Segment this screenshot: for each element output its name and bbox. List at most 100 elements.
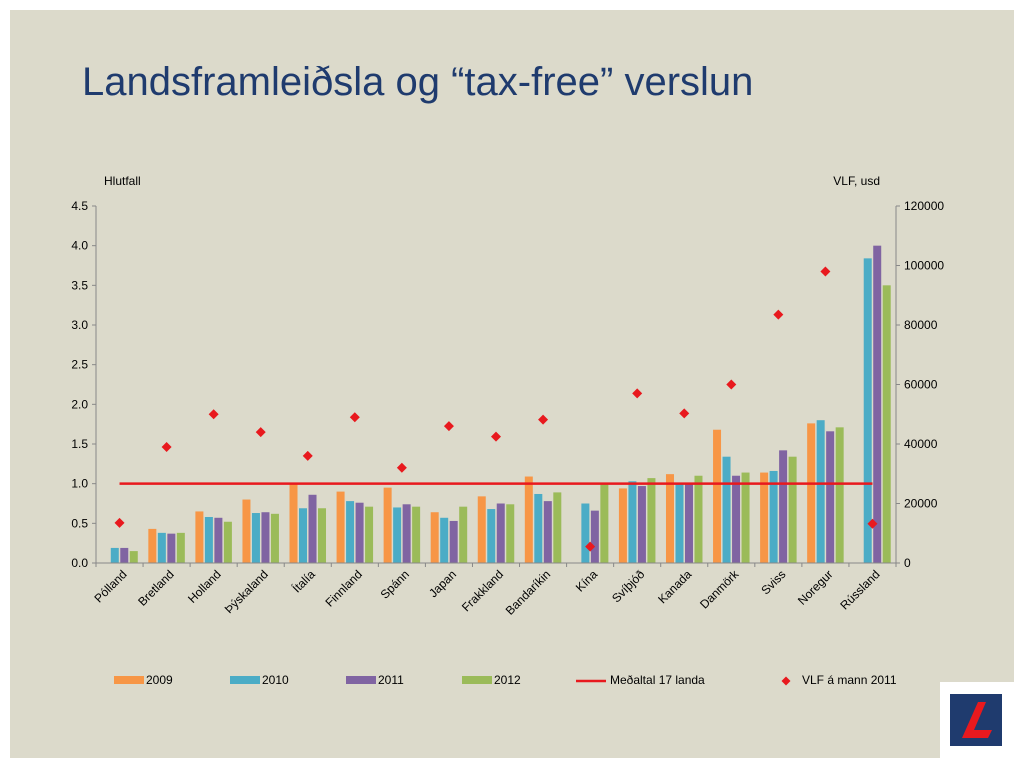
bar-2009 bbox=[477, 496, 486, 563]
category-label: Frakkland bbox=[459, 567, 506, 614]
bar-2011 bbox=[355, 502, 364, 563]
bar-2010 bbox=[251, 513, 260, 563]
bar-2011 bbox=[873, 245, 882, 563]
bar-2011 bbox=[214, 517, 223, 563]
gdp-point bbox=[726, 379, 737, 390]
gdp-point bbox=[538, 414, 549, 425]
logo-icon bbox=[950, 694, 1002, 746]
bar-2009 bbox=[383, 487, 392, 563]
bar-2012 bbox=[741, 472, 750, 563]
y2-tick-label: 100000 bbox=[904, 259, 944, 273]
bank-logo bbox=[940, 682, 1014, 758]
bar-2009 bbox=[760, 472, 769, 563]
bar-2011 bbox=[402, 504, 411, 563]
y-tick-label: 2.0 bbox=[71, 397, 88, 411]
bar-2010 bbox=[157, 532, 166, 563]
bar-2010 bbox=[816, 420, 825, 563]
gdp-point bbox=[632, 388, 643, 399]
bar-2009 bbox=[242, 499, 251, 563]
gdp-point bbox=[349, 412, 360, 423]
y-tick-label: 0.0 bbox=[71, 556, 88, 570]
bar-2010 bbox=[487, 509, 496, 563]
category-label: Bandaríkin bbox=[503, 567, 553, 617]
legend-2010-swatch bbox=[230, 676, 260, 684]
bar-2010 bbox=[393, 507, 402, 563]
bar-2009 bbox=[665, 474, 674, 563]
bar-2010 bbox=[769, 470, 778, 563]
bar-2012 bbox=[270, 513, 279, 563]
bar-2011 bbox=[167, 533, 176, 563]
y-tick-label: 4.5 bbox=[71, 199, 88, 213]
legend-gdp-swatch bbox=[781, 676, 791, 686]
gdp-point bbox=[114, 517, 125, 528]
legend-2011-label: 2011 bbox=[378, 673, 404, 687]
gdp-point bbox=[443, 421, 454, 432]
bar-2012 bbox=[553, 492, 562, 563]
gdp-point bbox=[255, 427, 266, 438]
y2-tick-label: 0 bbox=[904, 556, 911, 570]
gdp-point bbox=[773, 309, 784, 320]
bar-2011 bbox=[779, 450, 788, 563]
bar-2009 bbox=[807, 423, 816, 563]
legend-2012-swatch bbox=[462, 676, 492, 684]
legend-2012-label: 2012 bbox=[494, 673, 521, 687]
gdp-point bbox=[302, 450, 313, 461]
y-tick-label: 3.5 bbox=[71, 278, 88, 292]
bars-layer bbox=[110, 245, 891, 563]
bar-2011 bbox=[449, 520, 458, 563]
gdp-point bbox=[679, 408, 690, 419]
bar-2009 bbox=[524, 476, 533, 563]
category-label: Noregur bbox=[795, 567, 836, 608]
bar-2010 bbox=[628, 481, 637, 563]
bar-2009 bbox=[336, 491, 345, 563]
gdp-point bbox=[396, 462, 407, 473]
category-label: Ítalía bbox=[289, 566, 318, 595]
category-label: Danmörk bbox=[697, 567, 742, 612]
legend-average-label: Meðaltal 17 landa bbox=[610, 673, 705, 687]
y2-tick-label: 120000 bbox=[904, 199, 944, 213]
category-label: Finnland bbox=[322, 567, 364, 609]
category-label: Bretland bbox=[135, 567, 177, 609]
y-axis-title: Hlutfall bbox=[104, 174, 141, 188]
bar-2011 bbox=[543, 501, 552, 563]
category-label: Þýskaland bbox=[222, 567, 271, 616]
bar-2011 bbox=[496, 503, 505, 563]
gdp-point bbox=[585, 541, 596, 552]
y-tick-label: 1.5 bbox=[71, 437, 88, 451]
bar-2010 bbox=[581, 503, 590, 563]
bar-2009 bbox=[430, 512, 439, 563]
category-label: Svíþjóð bbox=[609, 567, 647, 605]
legend-gdp-label: VLF á mann 2011 bbox=[802, 673, 897, 687]
y2-axis-title: VLF, usd bbox=[833, 174, 880, 188]
bar-2012 bbox=[459, 506, 468, 563]
y-tick-label: 1.0 bbox=[71, 477, 88, 491]
bar-2011 bbox=[732, 475, 741, 563]
bar-2011 bbox=[261, 512, 270, 563]
bar-2012 bbox=[129, 551, 138, 563]
y-tick-label: 2.5 bbox=[71, 358, 88, 372]
y2-tick-label: 40000 bbox=[904, 437, 938, 451]
y2-tick-label: 80000 bbox=[904, 318, 938, 332]
bar-2012 bbox=[176, 532, 185, 563]
gdp-point bbox=[208, 409, 219, 420]
legend-2009-label: 2009 bbox=[146, 673, 173, 687]
bar-2011 bbox=[590, 510, 599, 563]
bar-2010 bbox=[346, 501, 355, 563]
gdp-point bbox=[491, 431, 501, 442]
gdp-points-layer bbox=[114, 266, 878, 552]
slide: Landsframleiðsla og “tax-free” verslun 0… bbox=[10, 10, 1014, 758]
category-label: Holland bbox=[185, 567, 224, 606]
bar-2012 bbox=[365, 506, 374, 563]
bar-2012 bbox=[318, 508, 327, 563]
bar-2012 bbox=[647, 478, 656, 563]
category-label: Japan bbox=[426, 567, 459, 600]
bar-2011 bbox=[637, 486, 646, 563]
y-tick-label: 3.0 bbox=[71, 318, 88, 332]
bar-2012 bbox=[835, 427, 844, 563]
slide-title: Landsframleiðsla og “tax-free” verslun bbox=[82, 60, 754, 104]
bar-2012 bbox=[882, 285, 891, 563]
category-label: Spánn bbox=[378, 567, 412, 601]
bar-2012 bbox=[788, 456, 797, 563]
bar-2012 bbox=[412, 506, 421, 563]
bar-2012 bbox=[506, 504, 515, 563]
